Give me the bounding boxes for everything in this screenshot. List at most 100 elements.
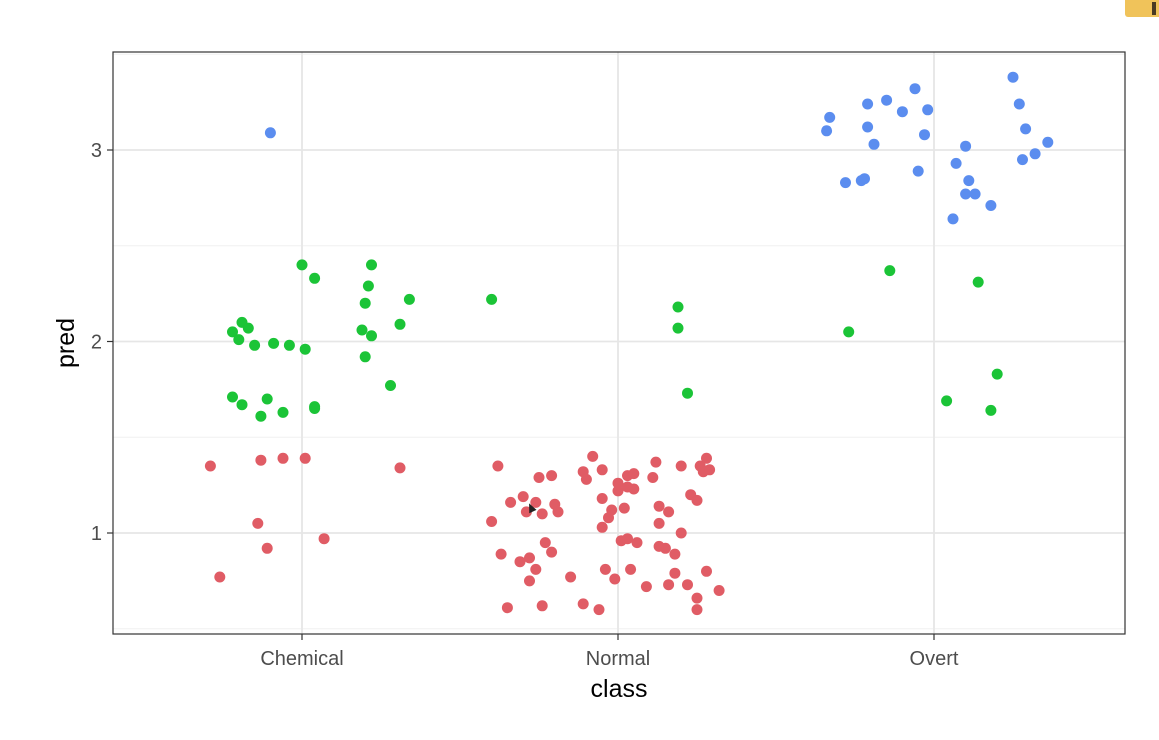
green-point <box>884 265 896 277</box>
red-point <box>277 452 289 464</box>
blue-point <box>859 173 870 185</box>
green-point <box>236 399 248 411</box>
red-point <box>596 464 608 476</box>
red-point <box>596 493 608 504</box>
red-point <box>536 600 548 612</box>
red-point <box>691 592 703 604</box>
green-point <box>359 297 371 309</box>
green-point <box>283 339 295 351</box>
red-point <box>606 504 618 516</box>
red-point <box>546 546 558 558</box>
red-point <box>492 460 504 472</box>
green-point <box>366 259 377 271</box>
panel-border <box>112 51 1126 635</box>
red-point <box>214 571 226 583</box>
red-point <box>704 464 716 476</box>
blue-point <box>947 213 959 225</box>
green-point <box>672 301 684 313</box>
green-point <box>385 380 396 391</box>
red-point <box>663 506 675 518</box>
green-point <box>268 337 280 349</box>
red-point <box>653 500 665 512</box>
red-point <box>514 556 526 568</box>
red-point <box>599 563 611 575</box>
red-point <box>618 502 630 514</box>
blue-point <box>1007 71 1019 83</box>
green-point <box>985 404 997 416</box>
red-point <box>663 579 675 591</box>
red-point <box>631 537 643 549</box>
green-point <box>249 339 261 351</box>
red-point <box>299 452 311 464</box>
x-tick-label: Chemical <box>260 648 343 670</box>
blue-point <box>1020 123 1032 135</box>
green-point <box>486 293 498 305</box>
blue-point <box>862 121 874 133</box>
grid <box>113 52 1125 634</box>
red-point <box>505 496 517 508</box>
blue-point <box>1017 154 1028 166</box>
green-point <box>309 272 321 284</box>
blue-point <box>912 165 924 177</box>
green-point <box>255 410 267 422</box>
red-point <box>501 602 513 614</box>
blue-point <box>824 111 836 123</box>
blue-point <box>896 106 908 118</box>
green-point <box>356 324 368 336</box>
green-point <box>309 403 321 414</box>
blue-point <box>960 188 972 200</box>
green-point <box>299 343 311 355</box>
blue-point <box>922 104 934 116</box>
y-tick-label: 3 <box>91 140 102 162</box>
red-point <box>691 494 703 506</box>
blue-point <box>969 188 981 200</box>
y-tick-label: 1 <box>91 523 102 545</box>
green-point <box>672 322 684 334</box>
red-point <box>596 521 608 533</box>
red-point <box>669 548 681 560</box>
red-point <box>659 542 671 554</box>
red-point <box>650 456 662 468</box>
green-point <box>296 259 308 271</box>
red-point <box>609 573 621 585</box>
red-point <box>255 454 267 466</box>
green-point <box>682 387 693 399</box>
x-axis-label: class <box>591 675 648 703</box>
corner-thumbnail <box>1125 0 1159 17</box>
red-point <box>530 563 542 575</box>
red-point <box>524 575 535 587</box>
red-point <box>520 506 532 518</box>
red-point <box>577 598 589 610</box>
red-point <box>539 537 551 549</box>
green-point <box>227 326 238 338</box>
blue-point <box>1013 98 1025 110</box>
green-point <box>972 276 984 288</box>
blue-point <box>909 83 921 95</box>
blue-point <box>840 177 851 189</box>
red-point <box>587 450 599 462</box>
red-point <box>565 571 577 583</box>
red-point <box>486 516 498 527</box>
red-point <box>530 496 542 508</box>
red-point <box>612 485 624 497</box>
green-point <box>941 395 953 407</box>
green-point <box>242 322 254 334</box>
blue-point <box>881 94 893 106</box>
blue-point <box>919 129 930 141</box>
blue-point <box>264 127 276 139</box>
blue-point <box>963 175 975 187</box>
green-point <box>362 280 374 292</box>
red-point <box>318 533 330 545</box>
green-point <box>227 391 238 403</box>
red-point <box>612 477 624 489</box>
red-point <box>204 460 216 472</box>
x-tick-label: Normal <box>586 648 650 670</box>
blue-point <box>821 125 833 137</box>
green-point <box>843 326 855 338</box>
red-point <box>669 567 681 579</box>
red-point <box>647 472 659 483</box>
blue-point <box>950 157 962 169</box>
red-point <box>628 468 640 480</box>
red-point <box>533 472 545 483</box>
